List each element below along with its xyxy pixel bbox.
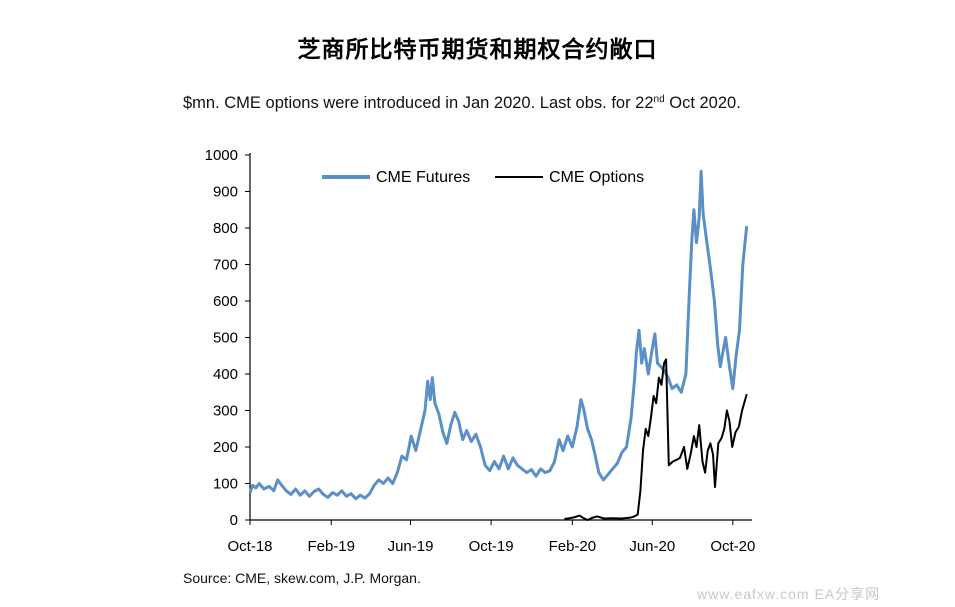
subtitle-superscript: nd <box>653 94 665 105</box>
y-tick-label: 400 <box>213 366 238 383</box>
line-chart: 0 100 200 300 400 500 600 700 800 900 1000 Oct-18 Fe… <box>205 147 756 555</box>
y-tick-label: 700 <box>213 257 238 274</box>
source-note: Source: CME, skew.com, J.P. Morgan. <box>183 570 421 586</box>
page-title: 芝商所比特币期货和期权合约敞口 <box>297 37 658 63</box>
subtitle-text: $mn. CME options were introduced in Jan … <box>183 94 654 112</box>
y-tick-label: 500 <box>213 330 238 347</box>
subtitle-text-end: Oct 2020. <box>664 94 741 112</box>
x-tick-label: Feb-19 <box>307 538 355 555</box>
y-tick-label: 0 <box>230 512 238 529</box>
chart-series <box>248 169 749 521</box>
y-tick-label: 800 <box>213 220 238 237</box>
chart-subtitle: $mn. CME options were introduced in Jan … <box>183 87 783 116</box>
y-tick-label: 600 <box>213 293 238 310</box>
x-tick-label: Oct-18 <box>227 538 272 555</box>
x-tick-label: Jun-19 <box>388 538 434 555</box>
chart-legend: CME Futures CME Options <box>322 169 644 186</box>
x-tick-label: Jun-20 <box>629 538 675 555</box>
y-tick-label: 900 <box>213 184 238 201</box>
chart-axes: 0 100 200 300 400 500 600 700 800 900 1000 Oct-18 Fe… <box>205 147 756 555</box>
y-tick-label: 300 <box>213 403 238 420</box>
y-tick-label: 200 <box>213 439 238 456</box>
series-line-cme-options <box>564 358 748 521</box>
x-tick-label: Oct-19 <box>469 538 514 555</box>
y-tick-label: 100 <box>213 476 238 493</box>
x-tick-label: Oct-20 <box>710 538 755 555</box>
x-tick-label: Feb-20 <box>549 538 597 555</box>
series-line-cme-futures <box>248 169 749 501</box>
y-tick-label: 1000 <box>205 147 238 164</box>
legend-label: CME Options <box>549 169 644 186</box>
watermark: www.eafxw.com EA分享网 <box>697 586 881 602</box>
legend-label: CME Futures <box>376 169 470 186</box>
